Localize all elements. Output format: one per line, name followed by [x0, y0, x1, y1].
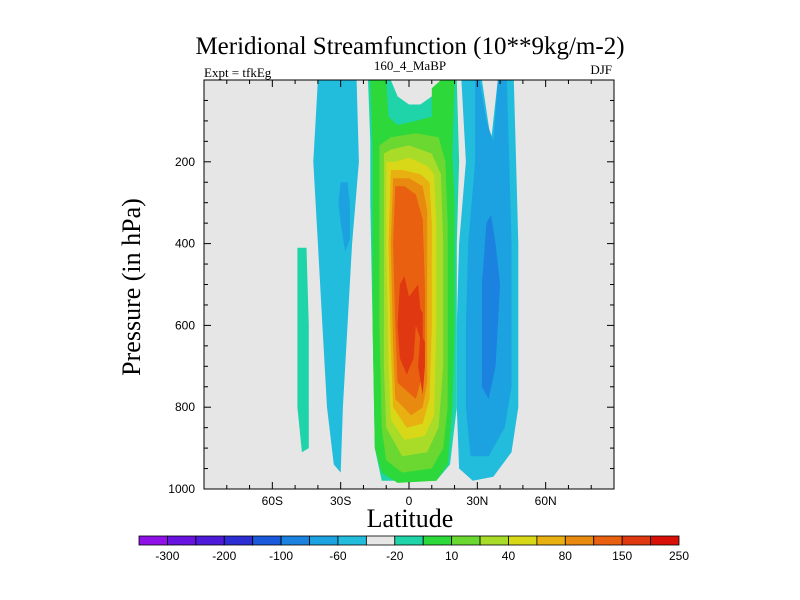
- x-tick-label: 0: [406, 494, 413, 508]
- colorbar-swatch: [508, 535, 538, 546]
- colorbar-label: 150: [612, 549, 632, 563]
- colorbar: -300 -200 -100 -60 -20 10 40 80 150 250: [138, 535, 689, 563]
- y-tick-label: 1000: [168, 482, 195, 496]
- colorbar-swatch: [252, 535, 282, 546]
- colorbar-label: 40: [502, 549, 516, 563]
- left-string: Expt = tfkEg: [204, 65, 272, 80]
- colorbar-swatch: [195, 535, 225, 546]
- colorbar-swatch: [451, 535, 481, 546]
- colorbar-swatch: [422, 535, 453, 546]
- colorbar-swatch: [564, 535, 595, 546]
- x-tick-label: 60N: [535, 494, 557, 508]
- x-axis-label: Latitude: [367, 504, 454, 533]
- colorbar-swatch: [167, 535, 197, 546]
- colorbar-swatch: [223, 535, 254, 546]
- colorbar-swatch: [650, 535, 680, 546]
- y-tick-label: 400: [175, 237, 195, 251]
- contour-region-14: [397, 276, 423, 375]
- x-tick-label: 60S: [262, 494, 283, 508]
- colorbar-label: 250: [669, 549, 689, 563]
- plot-area: 60S 30S 0 30N 60N 200 400 600 800 1000: [168, 79, 615, 508]
- x-tick-label: 30S: [330, 494, 351, 508]
- colorbar-swatch: [309, 535, 339, 546]
- colorbar-label: -20: [386, 549, 404, 563]
- contour-region-15: [418, 333, 425, 395]
- x-tick-label: 30N: [466, 494, 488, 508]
- colorbar-swatch: [138, 535, 168, 546]
- right-string: DJF: [590, 62, 612, 77]
- colorbar-label: -200: [212, 549, 236, 563]
- contour-region-2: [338, 182, 350, 252]
- contour-region-5: [297, 247, 309, 453]
- center-string: 160_4_MaBP: [374, 58, 446, 73]
- colorbar-swatch: [365, 535, 396, 546]
- colorbar-label: 80: [559, 549, 573, 563]
- colorbar-swatch: [593, 535, 623, 546]
- contour-region-0: [313, 80, 359, 473]
- colorbar-label: -100: [269, 549, 293, 563]
- colorbar-swatch: [394, 535, 424, 546]
- y-tick-label: 200: [175, 155, 195, 169]
- contour-region-4: [481, 215, 501, 399]
- colorbar-swatch: [337, 535, 367, 546]
- colorbar-swatch: [536, 535, 566, 546]
- y-axis-label: Pressure (in hPa): [117, 198, 146, 376]
- y-tick-label: 600: [175, 318, 195, 332]
- colorbar-swatch: [479, 535, 509, 546]
- y-tick-label: 800: [175, 400, 195, 414]
- colorbar-label: -60: [329, 549, 347, 563]
- colorbar-label: 10: [445, 549, 459, 563]
- colorbar-label: -300: [155, 549, 179, 563]
- colorbar-swatch: [621, 535, 651, 546]
- colorbar-swatch: [280, 535, 310, 546]
- chart-title: Meridional Streamfunction (10**9kg/m-2): [195, 33, 624, 60]
